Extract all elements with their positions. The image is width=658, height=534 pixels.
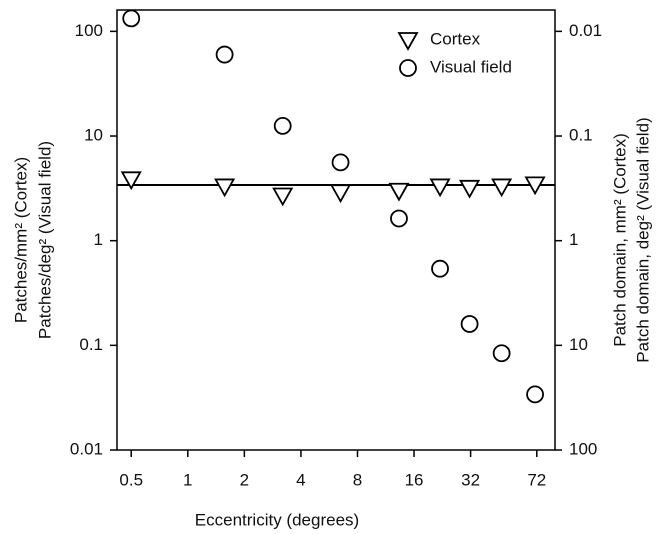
y2-tick-label: 100 bbox=[569, 439, 597, 458]
marker bbox=[214, 178, 236, 198]
x-tick-label: 16 bbox=[405, 470, 424, 489]
x-tick-label: 72 bbox=[527, 470, 546, 489]
legend-label: Cortex bbox=[430, 29, 481, 48]
y2-tick-label: 0.01 bbox=[569, 21, 602, 40]
x-tick-label: 32 bbox=[461, 470, 480, 489]
legend-label: Visual field bbox=[430, 57, 512, 76]
y-axis-label: Patches/deg² (Visual field) bbox=[35, 141, 54, 339]
marker bbox=[390, 209, 408, 228]
marker bbox=[122, 9, 141, 28]
marker bbox=[526, 385, 544, 404]
y-tick-label: 0.1 bbox=[79, 335, 103, 354]
marker bbox=[120, 171, 142, 191]
y2-axis-label: Patch domain, mm² (Cortex) bbox=[610, 133, 629, 347]
y-tick-label: 1 bbox=[94, 230, 103, 249]
marker bbox=[524, 176, 546, 196]
marker bbox=[491, 178, 513, 198]
marker bbox=[492, 344, 511, 363]
marker bbox=[460, 315, 479, 333]
y-tick-label: 10 bbox=[84, 126, 103, 145]
legend-marker bbox=[399, 59, 417, 77]
marker bbox=[429, 178, 451, 198]
y2-tick-label: 1 bbox=[569, 230, 578, 249]
y-axis-label: Patches/mm² (Cortex) bbox=[11, 157, 30, 323]
x-axis-label: Eccentricity (degrees) bbox=[195, 510, 359, 529]
x-tick-label: 8 bbox=[353, 470, 362, 489]
x-tick-label: 2 bbox=[240, 470, 249, 489]
marker bbox=[330, 184, 352, 204]
marker bbox=[331, 153, 350, 172]
marker bbox=[215, 45, 234, 64]
marker bbox=[459, 179, 481, 199]
marker bbox=[273, 116, 292, 135]
y-tick-label: 100 bbox=[75, 21, 103, 40]
y2-tick-label: 10 bbox=[569, 335, 588, 354]
y2-tick-label: 0.1 bbox=[569, 126, 593, 145]
x-tick-label: 1 bbox=[183, 470, 192, 489]
marker bbox=[272, 187, 294, 207]
y2-axis-label: Patch domain, deg² (Visual field) bbox=[633, 117, 652, 362]
x-tick-label: 4 bbox=[296, 470, 305, 489]
y-tick-label: 0.01 bbox=[70, 439, 103, 458]
plot-frame bbox=[116, 9, 556, 451]
marker bbox=[431, 259, 449, 278]
marker bbox=[388, 182, 410, 202]
legend-marker bbox=[397, 32, 419, 51]
x-tick-label: 0.5 bbox=[119, 470, 143, 489]
